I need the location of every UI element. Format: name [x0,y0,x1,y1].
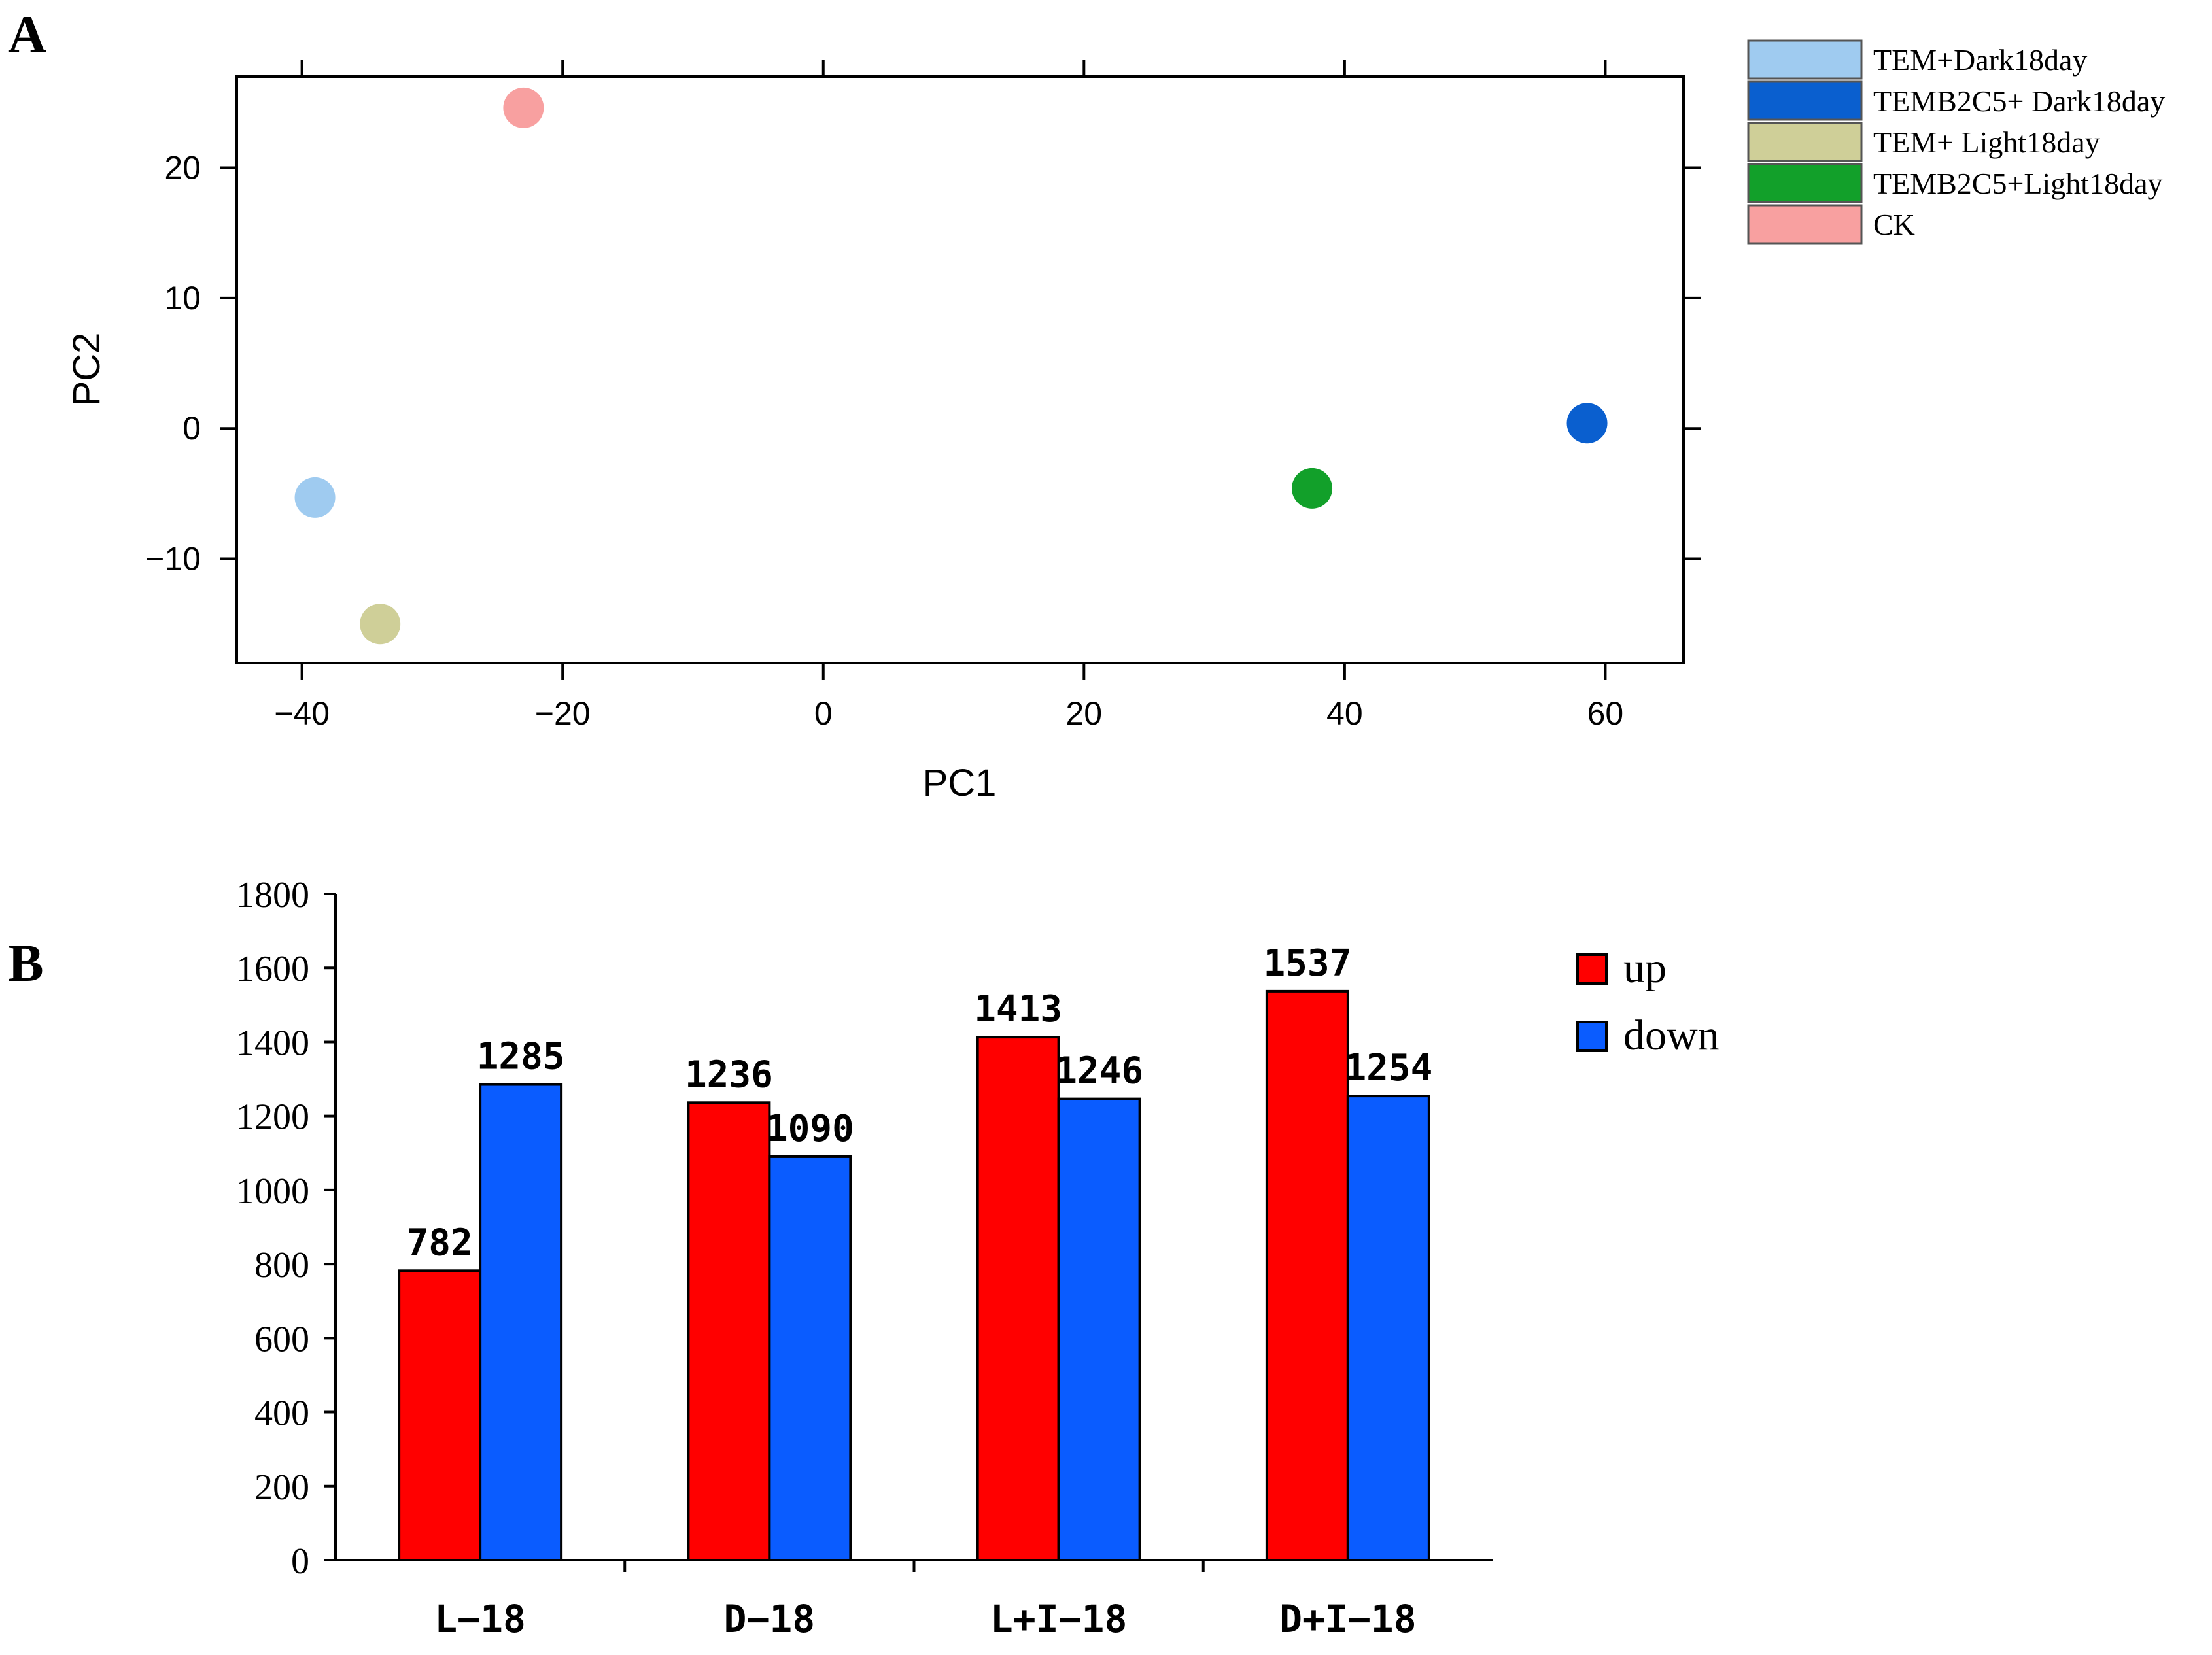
pca-legend-swatch [1747,163,1863,203]
bar-y-tick-label: 1000 [236,1171,309,1212]
bar-value-label: 1090 [766,1108,854,1150]
bar-bars: 782 1285 L−18 1236 1090 D−18 1413 1246 L+I−18 153… [398,942,1432,1641]
pca-x-tick-label: 40 [1326,695,1363,732]
bar-legend: up down [1576,944,1719,1059]
pca-point [503,87,544,128]
bar-category-label: L+I−18 [990,1597,1128,1641]
bar-y-tick-label: 1600 [236,949,309,989]
bar-y-tick-label: 200 [254,1467,309,1508]
bar-up [687,1101,771,1561]
bar-up [1265,989,1349,1561]
pca-point [1292,468,1333,509]
bar-value-label: 1285 [477,1036,565,1078]
bar-value-label: 782 [407,1221,473,1264]
pca-plot-frame [235,75,1685,664]
bar-category-label: L−18 [434,1597,526,1641]
panel-label-b: B [8,933,44,993]
pca-legend-swatch [1747,39,1863,80]
pca-y-tick-label: 0 [182,410,201,447]
bar-value-label: 1413 [974,988,1062,1031]
bar-up [976,1036,1060,1561]
pca-legend-label: TEM+ Light18day [1873,126,2100,159]
bar-down [1057,1097,1141,1562]
deg-bar-chart: 0 200 400 600 800 1000 1200 1400 1600 1800 782 128… [236,875,1719,1641]
pca-x-tick-label: 60 [1587,695,1624,732]
pca-legend-label: TEM+Dark18day [1873,43,2087,77]
bar-y-tick-label: 400 [254,1393,309,1434]
pca-y-tick-label: 20 [164,150,201,186]
bar-category-label: D−18 [724,1597,816,1641]
bar-category-label: D+I−18 [1279,1597,1417,1641]
bar-value-label: 1254 [1344,1047,1432,1089]
pca-legend: TEM+Dark18day TEMB2C5+ Dark18day TEM+ Ligh… [1747,39,2165,245]
bar-up [398,1269,482,1562]
pca-x-tick-label: 0 [814,695,833,732]
bar-legend-swatch [1576,1021,1608,1052]
pca-y-tick-label: 10 [164,280,201,316]
bar-y-tick-label: 1200 [236,1097,309,1138]
bar-y-tick-label: 1800 [236,875,309,915]
pca-x-tick-label: −40 [274,695,330,732]
bar-y-tick-label: 0 [291,1541,309,1582]
pca-point [360,604,401,645]
pca-legend-label: CK [1873,208,1915,241]
bar-legend-label: down [1623,1012,1719,1059]
pca-legend-label: TEMB2C5+Light18day [1873,167,2162,200]
pca-legend-swatch [1747,204,1863,245]
pca-scatter-chart: −40 −20 0 20 40 60 −10 0 10 20 PC1 PC2 TEM+Dark18… [65,39,2165,804]
pca-points [294,87,1608,645]
pca-legend-label: TEMB2C5+ Dark18day [1873,84,2165,118]
bar-value-label: 1537 [1263,942,1351,985]
pca-legend-swatch [1747,122,1863,162]
panel-label-a: A [8,5,46,64]
bar-down [479,1083,563,1561]
bar-axes: 0 200 400 600 800 1000 1200 1400 1600 1800 [236,875,1493,1582]
bar-value-label: 1236 [685,1053,773,1096]
bar-y-tick-label: 600 [254,1319,309,1359]
pca-point [1566,403,1608,444]
pca-y-axis-label: PC2 [65,333,108,407]
bar-y-tick-label: 1400 [236,1023,309,1063]
pca-x-tick-label: 20 [1066,695,1103,732]
bar-legend-swatch [1576,953,1608,985]
pca-y-tick-label: −10 [145,541,201,577]
pca-legend-swatch [1747,80,1863,121]
bar-down [768,1155,852,1561]
bar-y-tick-label: 800 [254,1245,309,1286]
pca-axis-ticks: −40 −20 0 20 40 60 −10 0 10 20 [145,60,1701,732]
bar-legend-label: up [1623,944,1667,992]
pca-x-tick-label: −20 [535,695,591,732]
pca-x-axis-label: PC1 [923,762,997,804]
bar-down [1346,1095,1430,1561]
bar-value-label: 1246 [1055,1050,1143,1093]
pca-point [294,477,336,518]
